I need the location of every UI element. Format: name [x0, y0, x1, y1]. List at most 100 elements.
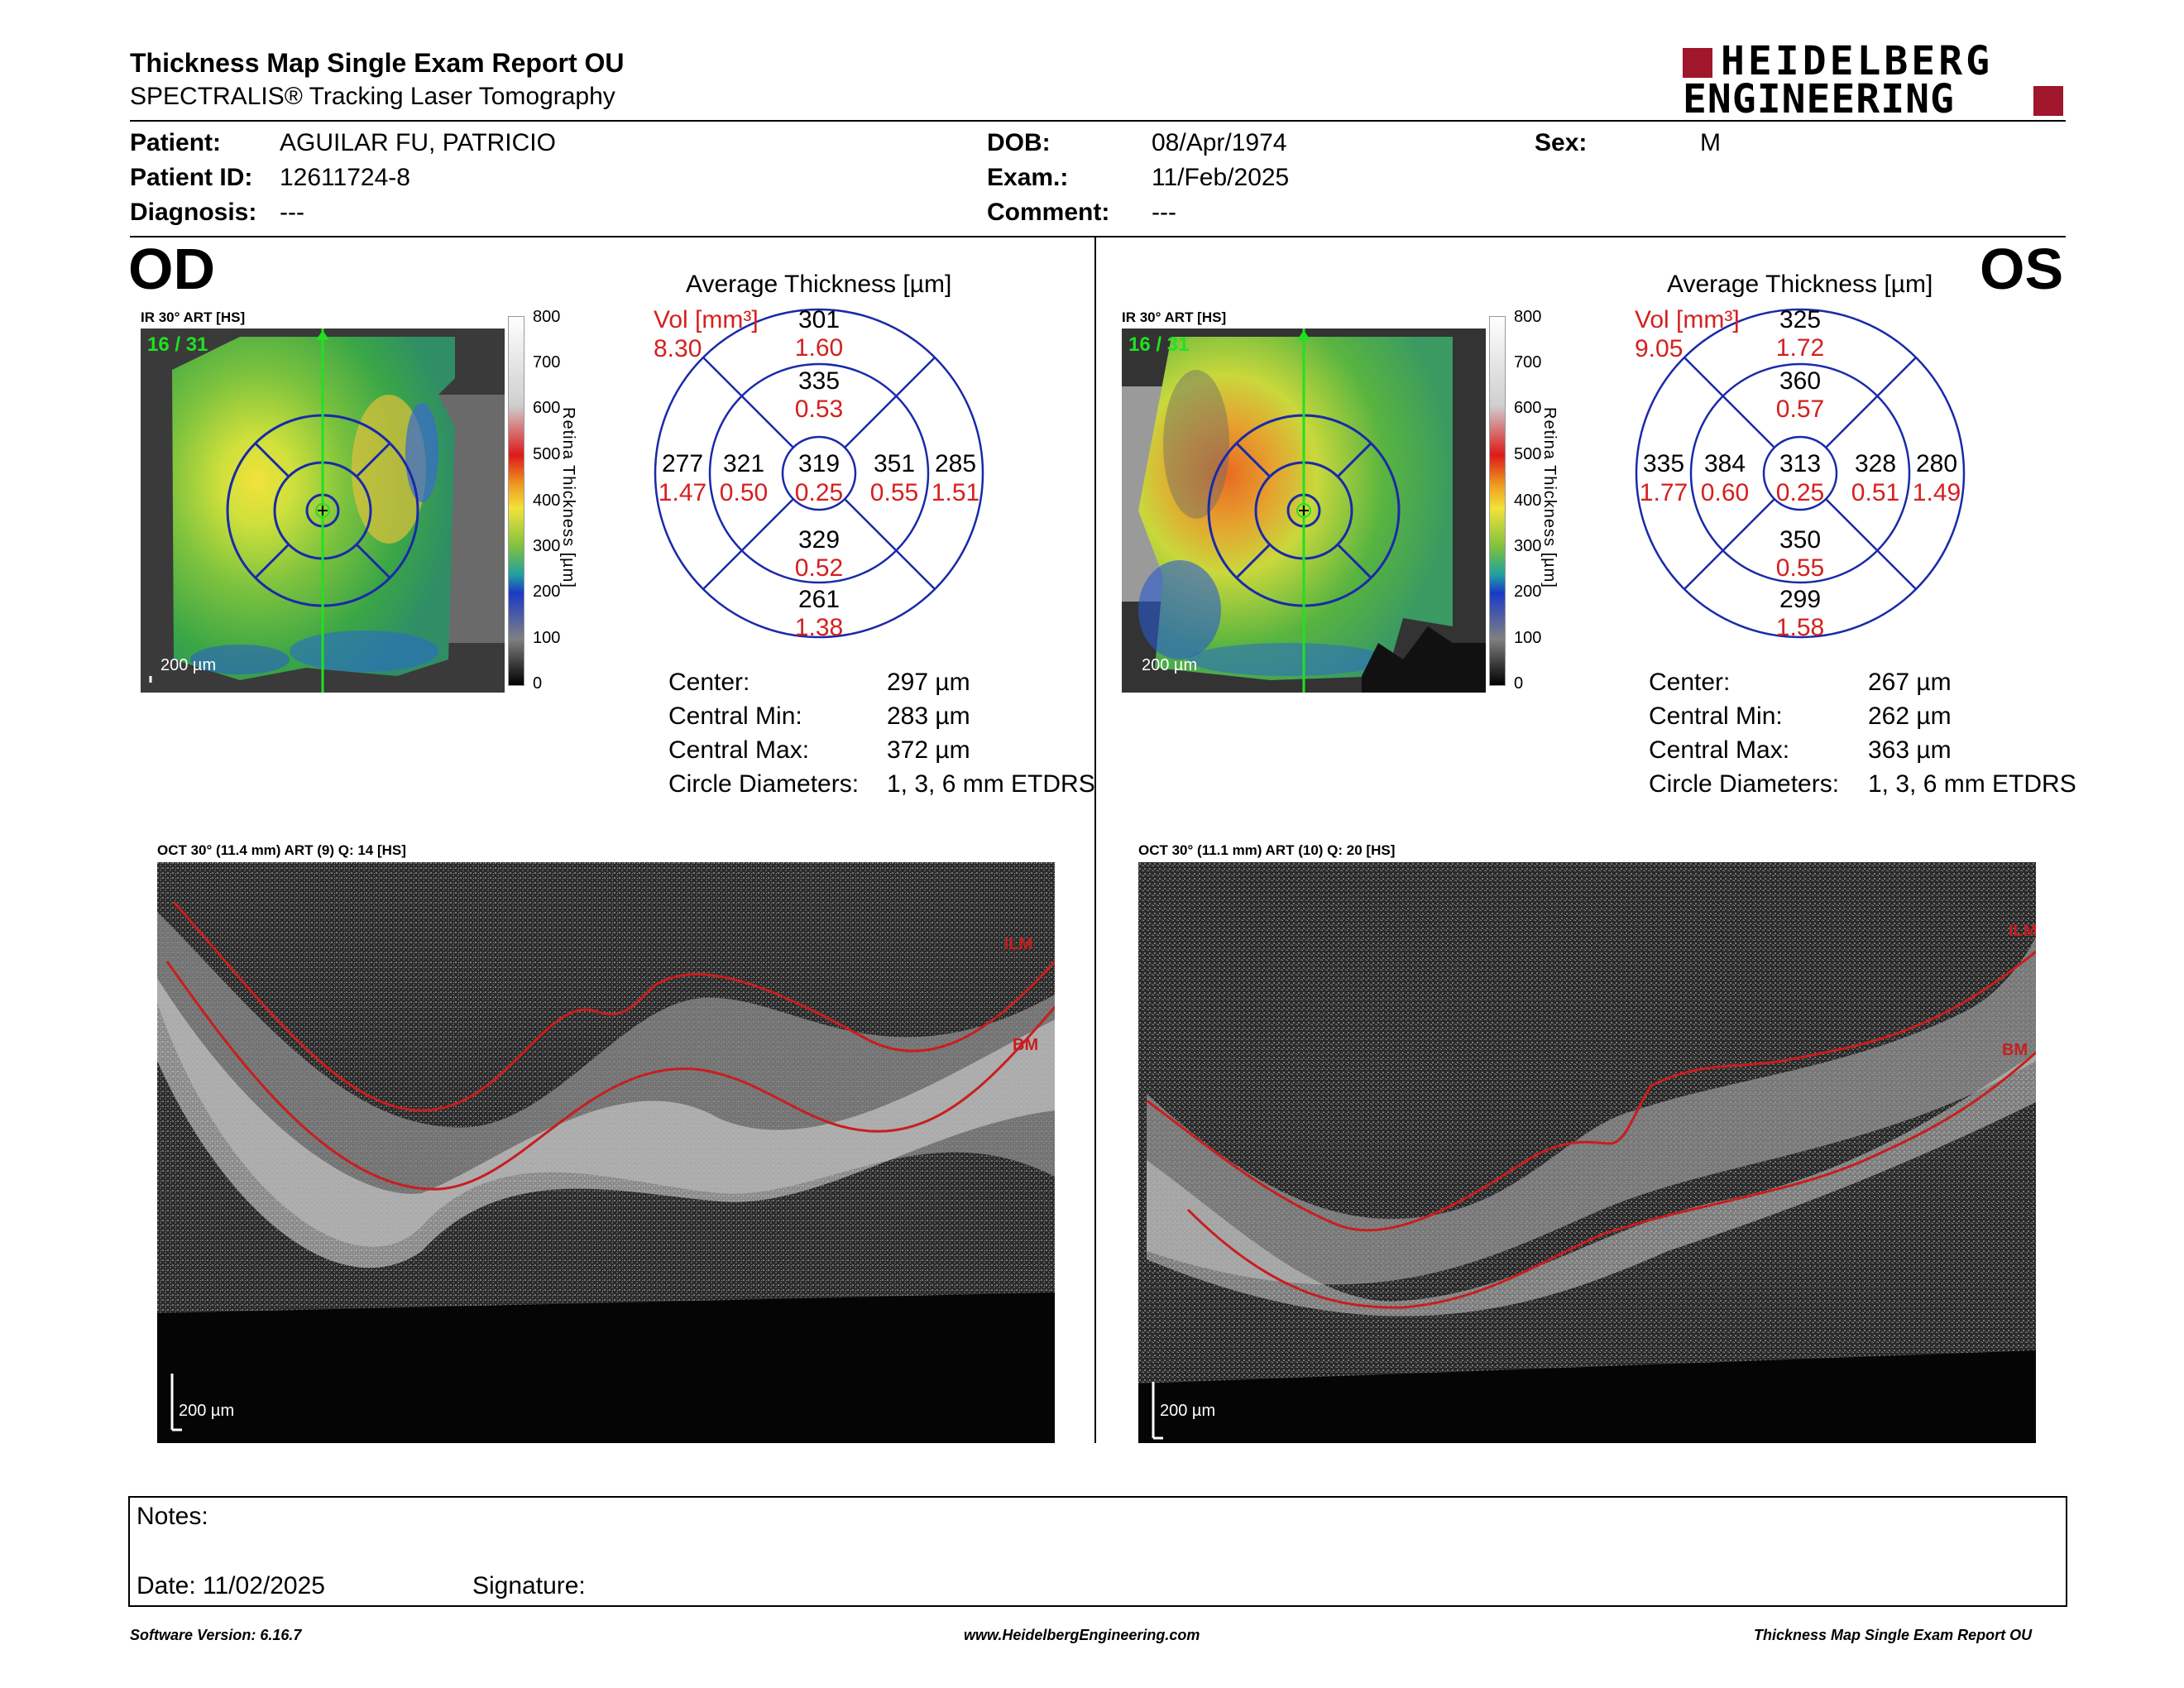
od-ir-label: IR 30° ART [HS]: [141, 309, 246, 325]
os-stat-min-value: 262 µm: [1868, 703, 1952, 730]
os-inner-left-thickness: 384: [1703, 450, 1746, 477]
os-cb-tick-800: 800: [1514, 308, 1542, 326]
exam-label: Exam.:: [987, 164, 1069, 191]
notes-label: Notes:: [136, 1503, 208, 1530]
od-inner-sup-thickness: 335: [797, 367, 841, 395]
od-vol-value: 8.30: [654, 335, 702, 362]
od-map-scale: 200 µm: [160, 656, 217, 674]
os-inner-inf-thickness: 350: [1779, 526, 1822, 554]
od-stat-max-value: 372 µm: [887, 736, 970, 764]
report-title: Thickness Map Single Exam Report OU: [130, 48, 625, 78]
os-outer-sup-thickness: 325: [1779, 306, 1822, 333]
od-stat-center-value: 297 µm: [887, 669, 970, 696]
od-ilm-label: ILM: [1004, 935, 1033, 953]
comment-value: ---: [1152, 199, 1176, 226]
os-outer-left-volume: 1.77: [1639, 479, 1688, 506]
od-cb-tick-700: 700: [533, 353, 561, 372]
os-vol-value: 9.05: [1635, 335, 1684, 362]
divider-center: [1094, 237, 1096, 1443]
notes-signature: Signature:: [472, 1572, 586, 1599]
od-avg-title: Average Thickness [µm]: [686, 271, 952, 298]
od-cb-tick-0: 0: [533, 674, 543, 693]
os-map-scale: 200 µm: [1142, 656, 1198, 674]
os-cb-title: Retina Thickness [µm]: [1540, 407, 1559, 588]
os-inner-right-thickness: 328: [1854, 450, 1897, 477]
os-inner-right-volume: 0.51: [1851, 479, 1900, 506]
os-thickness-map: 16 / 31 200 µm: [1122, 328, 1486, 693]
os-colorbar-gradient: [1489, 316, 1506, 686]
os-oct-svg: [1138, 862, 2036, 1443]
od-outer-inf-thickness: 261: [797, 586, 841, 613]
od-center-thickness: 319: [797, 450, 841, 477]
os-stat-min-label: Central Min:: [1649, 703, 1783, 730]
notes-box: Notes: Date: 11/02/2025 Signature:: [128, 1496, 2067, 1607]
os-outer-right-thickness: 280: [1915, 450, 1958, 477]
os-outer-inf-volume: 1.58: [1775, 614, 1825, 641]
od-eye-label: OD: [128, 237, 215, 301]
od-inner-inf-volume: 0.52: [794, 554, 844, 582]
os-inner-inf-volume: 0.55: [1775, 554, 1825, 582]
od-etdrs-chart: 301 1.60 335 0.53 319 0.25 329 0.52 261 …: [654, 306, 984, 641]
os-cb-tick-600: 600: [1514, 399, 1542, 417]
os-cb-tick-100: 100: [1514, 629, 1542, 647]
od-outer-left-volume: 1.47: [658, 479, 707, 506]
sex-value: M: [1700, 129, 1721, 156]
exam-value: 11/Feb/2025: [1152, 164, 1290, 191]
od-inner-left-thickness: 321: [722, 450, 765, 477]
os-oct-label: OCT 30° (11.1 mm) ART (10) Q: 20 [HS]: [1138, 842, 1396, 858]
os-outer-sup-volume: 1.72: [1775, 334, 1825, 362]
dob-label: DOB:: [987, 129, 1051, 156]
od-etdrs-svg: [654, 308, 984, 639]
od-oct-scan: ILM BM 200 µm: [157, 862, 1055, 1443]
os-cb-tick-500: 500: [1514, 445, 1542, 463]
od-outer-sup-volume: 1.60: [794, 334, 844, 362]
logo-text-bottom: ENGINEERING: [1683, 76, 1955, 122]
heidelberg-logo: HEIDELBERG ENGINEERING: [1679, 38, 2065, 122]
os-stat-diam-value: 1, 3, 6 mm ETDRS: [1868, 770, 2076, 798]
diagnosis-value: ---: [280, 199, 304, 226]
od-outer-left-thickness: 277: [661, 450, 704, 477]
od-thickness-map: 16 / 31 200 µm: [141, 328, 505, 693]
os-vol-label: Vol [mm³]: [1635, 306, 1740, 333]
divider-top: [130, 120, 2066, 122]
os-center-thickness: 313: [1779, 450, 1822, 477]
od-inner-right-volume: 0.55: [869, 479, 919, 506]
comment-label: Comment:: [987, 199, 1110, 226]
os-ir-label: IR 30° ART [HS]: [1122, 309, 1227, 325]
diagnosis-label: Diagnosis:: [130, 199, 257, 226]
os-stat-center-value: 267 µm: [1868, 669, 1952, 696]
od-stat-diam-value: 1, 3, 6 mm ETDRS: [887, 770, 1095, 798]
od-cb-tick-400: 400: [533, 492, 561, 510]
divider-info: [130, 236, 2066, 237]
os-eye-label: OS: [1980, 237, 2064, 301]
os-cb-tick-0: 0: [1514, 674, 1524, 693]
logo-square-top: [1683, 48, 1712, 78]
od-center-volume: 0.25: [794, 479, 844, 506]
od-cb-title: Retina Thickness [µm]: [559, 407, 577, 588]
od-cb-tick-600: 600: [533, 399, 561, 417]
od-stat-center-label: Center:: [668, 669, 750, 696]
od-colorbar: 800 700 600 500 400 300 200 100 0 Retina…: [508, 308, 632, 697]
od-stat-diam-label: Circle Diameters:: [668, 770, 860, 798]
od-stat-max-label: Central Max:: [668, 736, 810, 764]
os-stat-max-value: 363 µm: [1868, 736, 1952, 764]
od-outer-right-volume: 1.51: [931, 479, 980, 506]
os-frame-count: 16 / 31: [1128, 333, 1190, 356]
os-avg-title: Average Thickness [µm]: [1667, 271, 1933, 298]
os-outer-right-volume: 1.49: [1912, 479, 1961, 506]
patient-label: Patient:: [130, 129, 222, 156]
od-inner-inf-thickness: 329: [797, 526, 841, 554]
os-etdrs-chart: 325 1.72 360 0.57 313 0.25 350 0.55 299 …: [1635, 306, 1966, 641]
od-oct-scale: 200 µm: [179, 1402, 235, 1420]
os-inner-sup-thickness: 360: [1779, 367, 1822, 395]
od-oct-label: OCT 30° (11.4 mm) ART (9) Q: 14 [HS]: [157, 842, 406, 858]
os-ilm-label: ILM: [2009, 922, 2036, 940]
logo-text-top: HEIDELBERG: [1721, 38, 1993, 84]
od-oct-svg: [157, 862, 1055, 1443]
report-subtitle: SPECTRALIS® Tracking Laser Tomography: [130, 83, 615, 110]
footer-software-version: Software Version: 6.16.7: [130, 1627, 302, 1643]
os-colorbar: 800 700 600 500 400 300 200 100 0 Retina…: [1489, 308, 1613, 697]
os-stat-max-label: Central Max:: [1649, 736, 1790, 764]
os-oct-scale: 200 µm: [1160, 1402, 1216, 1420]
od-outer-inf-volume: 1.38: [794, 614, 844, 641]
